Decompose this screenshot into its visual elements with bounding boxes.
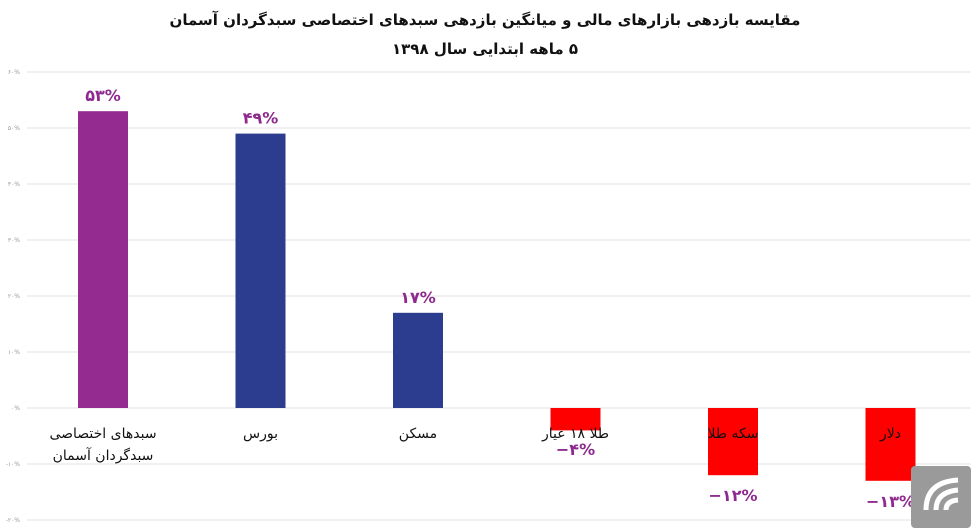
value-label: −۱۳%: [866, 492, 915, 511]
logo-arc-inner: [943, 497, 959, 511]
bar: [393, 312, 443, 408]
y-tick-label: ۵۰%: [8, 125, 20, 132]
bar: [235, 133, 286, 408]
category-label: بورس: [243, 426, 278, 442]
y-tick-label: ۶۰%: [8, 69, 20, 76]
logo-icon: [911, 466, 971, 528]
y-tick-label: ۳۰%: [8, 237, 20, 244]
y-tick-label: ۱۰%: [8, 349, 20, 356]
bar: [78, 111, 128, 408]
category-label: مسکن: [399, 426, 437, 442]
value-label: ۵۳%: [85, 86, 121, 105]
y-tick-label: -۲۰%: [6, 517, 21, 524]
chart-title: مقایسه بازدهی بازارهای مالی و میانگین با…: [170, 11, 801, 29]
y-tick-label: ۴۰%: [8, 181, 20, 188]
y-tick-label: -۱۰%: [6, 461, 21, 468]
value-label: −۱۲%: [709, 486, 758, 505]
category-label: سبدهای اختصاصی: [49, 426, 156, 442]
value-label: ۴۹%: [243, 109, 279, 128]
logo-arc-outer: [923, 477, 959, 511]
y-tick-label: ۰%: [11, 405, 20, 412]
value-label: ۱۷%: [400, 288, 436, 307]
bar: [865, 408, 916, 481]
value-labels: ۵۳% ۴۹% ۱۷% −۴% −۱۲% −۱۳%: [85, 86, 915, 511]
category-label: سکه طلا: [708, 426, 759, 442]
logo-arc-middle: [933, 487, 959, 511]
bar: [708, 408, 758, 476]
y-axis: -۲۰% -۱۰% ۰% ۱۰% ۲۰% ۳۰% ۴۰% ۵۰% ۶۰%: [6, 69, 21, 524]
category-label: سبدگردان آسمان: [53, 447, 154, 464]
gridlines: [27, 71, 971, 521]
value-label: −۴%: [556, 440, 595, 459]
bars: [78, 111, 916, 481]
bar: [550, 408, 601, 431]
chart-subtitle: ۵ ماهه ابتدایی سال ۱۳۹۸: [392, 40, 578, 58]
y-tick-label: ۲۰%: [8, 293, 20, 300]
category-label: دلار: [879, 426, 901, 442]
category-labels: سبدهای اختصاصی سبدگردان آسمان بورس مسکن طلا …: [49, 426, 901, 464]
category-label: طلا ۱۸ عیار: [541, 426, 609, 442]
